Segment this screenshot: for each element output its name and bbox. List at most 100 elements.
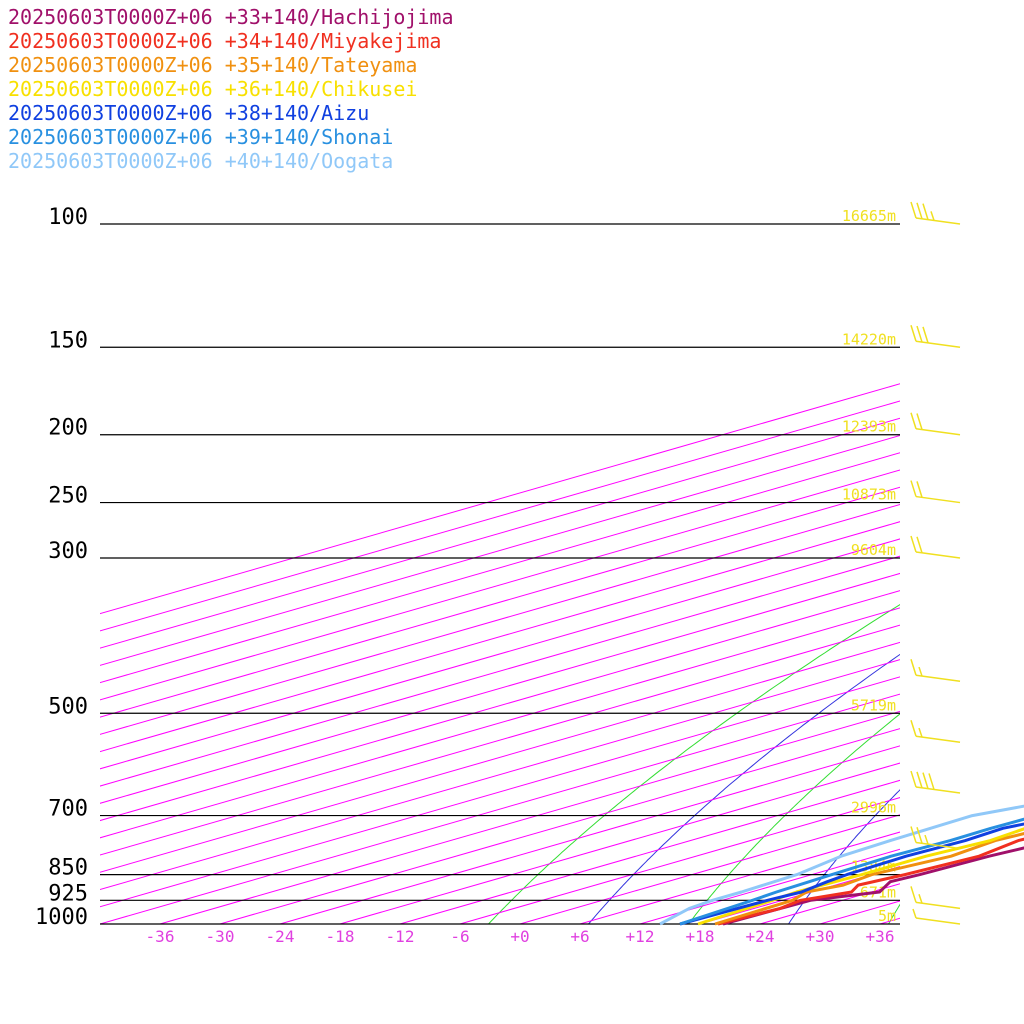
wind-barb-flag: [916, 325, 923, 343]
temp-tick-label: -18: [326, 927, 355, 946]
wind-barb-flag: [922, 203, 929, 220]
wind-barb-6: [910, 720, 961, 744]
legend-entry-5: 20250603T0000Z+06 +39+140/Shonai: [8, 125, 393, 149]
series-line-2: [714, 832, 1024, 926]
pressure-label-850: 850: [48, 856, 88, 881]
series-line-1: [717, 837, 1024, 926]
isotherm-0: [519, 814, 900, 924]
isotherm--114: [100, 486, 900, 718]
wind-barb-flag: [922, 772, 929, 789]
wind-barb-staff: [915, 340, 961, 349]
wind-barb-3: [910, 480, 961, 504]
height-label-700: 2996m: [851, 799, 896, 817]
wind-barb-flag: [910, 770, 917, 788]
wind-barb-flag: [910, 325, 917, 342]
temp-tick-label: +30: [806, 927, 835, 946]
wind-barb-half: [918, 666, 923, 677]
isotherm--30: [219, 728, 900, 924]
wind-barb-half: [912, 908, 917, 919]
legend: 20250603T0000Z+06 +33+140/Hachijojima202…: [8, 5, 454, 173]
wind-barb-flag: [910, 826, 917, 843]
isotherm--120: [100, 469, 900, 701]
wind-barb-9: [910, 886, 961, 910]
wind-barb-staff: [915, 917, 961, 925]
wind-barb-7: [910, 770, 961, 794]
legend-entry-6: 20250603T0000Z+06 +40+140/Oogata: [8, 149, 393, 173]
isotherm--18: [339, 762, 900, 924]
legend-entry-1: 20250603T0000Z+06 +34+140/Miyakejima: [8, 29, 441, 53]
isotherm--24: [279, 745, 900, 924]
isotherm--60: [100, 641, 900, 873]
axis-labels: -36 -30 -24 -18 -12 -6 +0 +6 +12 +18 +24 +30 +36: [146, 927, 895, 946]
height-label-200: 12393m: [842, 418, 896, 436]
isotherm--90: [100, 555, 900, 787]
isotherm--108: [100, 503, 900, 735]
isobar-lines: 100 16665m 150 14220m 200 12393m 250 10873m 300 9…: [35, 205, 900, 930]
wind-barb-flag: [916, 827, 923, 844]
isotherm--132: [100, 434, 900, 666]
isentrope-310: [888, 903, 900, 924]
pressure-label-1000: 1000: [35, 905, 88, 930]
legend-entry-3: 20250603T0000Z+06 +36+140/Chikusei: [8, 77, 417, 101]
series-line-5: [679, 817, 1024, 926]
wind-barb-column: [910, 201, 961, 925]
temp-tick-label: +0: [510, 927, 529, 946]
isotherm--66: [100, 624, 900, 856]
temp-tick-label: +12: [626, 927, 655, 946]
pressure-label-200: 200: [48, 416, 88, 441]
wind-barb-2: [910, 412, 961, 436]
isotherm--96: [100, 538, 900, 770]
height-label-250: 10873m: [842, 486, 896, 504]
legend-entry-4: 20250603T0000Z+06 +38+140/Aizu: [8, 101, 369, 125]
isotherm--150: [100, 383, 900, 615]
wind-barb-staff: [915, 427, 961, 436]
wind-barb-staff: [915, 217, 961, 225]
isotherm-12: [639, 848, 900, 924]
height-label-500: 5719m: [851, 696, 896, 714]
wind-barb-flag: [922, 326, 929, 344]
wind-barb-flag: [916, 481, 923, 498]
isentrope-320: [989, 208, 1024, 924]
pressure-label-925: 925: [48, 881, 88, 906]
temp-tick-label: -24: [266, 927, 295, 946]
isotherm-30: [819, 900, 900, 924]
isotherm--138: [100, 417, 900, 649]
series-line-6: [659, 804, 1024, 926]
wind-barb-1: [910, 325, 961, 349]
isotherm--48: [100, 676, 900, 908]
isotherm-24: [759, 883, 900, 924]
wind-barb-staff: [915, 735, 961, 744]
temp-tick-label: +36: [866, 927, 895, 946]
height-label-300: 9604m: [851, 541, 896, 559]
isentrope-300: [788, 789, 900, 924]
height-label-150: 14220m: [842, 330, 896, 348]
wind-barb-staff: [915, 495, 961, 504]
wind-barb-flag: [910, 201, 917, 219]
wind-barb-half: [924, 834, 929, 845]
wind-barb-flag: [916, 771, 923, 789]
wind-barb-flag: [916, 202, 923, 220]
isotherm--36: [159, 710, 900, 924]
wind-barb-staff: [915, 551, 961, 559]
wind-barb-flag: [928, 773, 935, 790]
wind-barb-staff: [915, 901, 961, 910]
isotherm-lines: [100, 383, 900, 924]
wind-barb-half: [930, 211, 935, 221]
pressure-label-500: 500: [48, 694, 88, 719]
pressure-label-150: 150: [48, 328, 88, 353]
isotherm--126: [100, 452, 900, 684]
isentrope-lines: [488, 208, 1024, 924]
isotherm-36: [879, 917, 900, 924]
isotherm--84: [100, 572, 900, 804]
wind-barb-staff: [915, 674, 961, 682]
wind-barb-5: [910, 659, 961, 682]
temp-tick-label: -6: [450, 927, 469, 946]
isotherm--72: [100, 607, 900, 839]
wind-barb-4: [910, 535, 961, 559]
wind-barb-staff: [915, 841, 961, 850]
temp-tick-label: -12: [386, 927, 415, 946]
wind-barb-flag: [910, 886, 917, 903]
isotherm--6: [459, 797, 900, 924]
wind-barb-flag: [910, 480, 917, 497]
